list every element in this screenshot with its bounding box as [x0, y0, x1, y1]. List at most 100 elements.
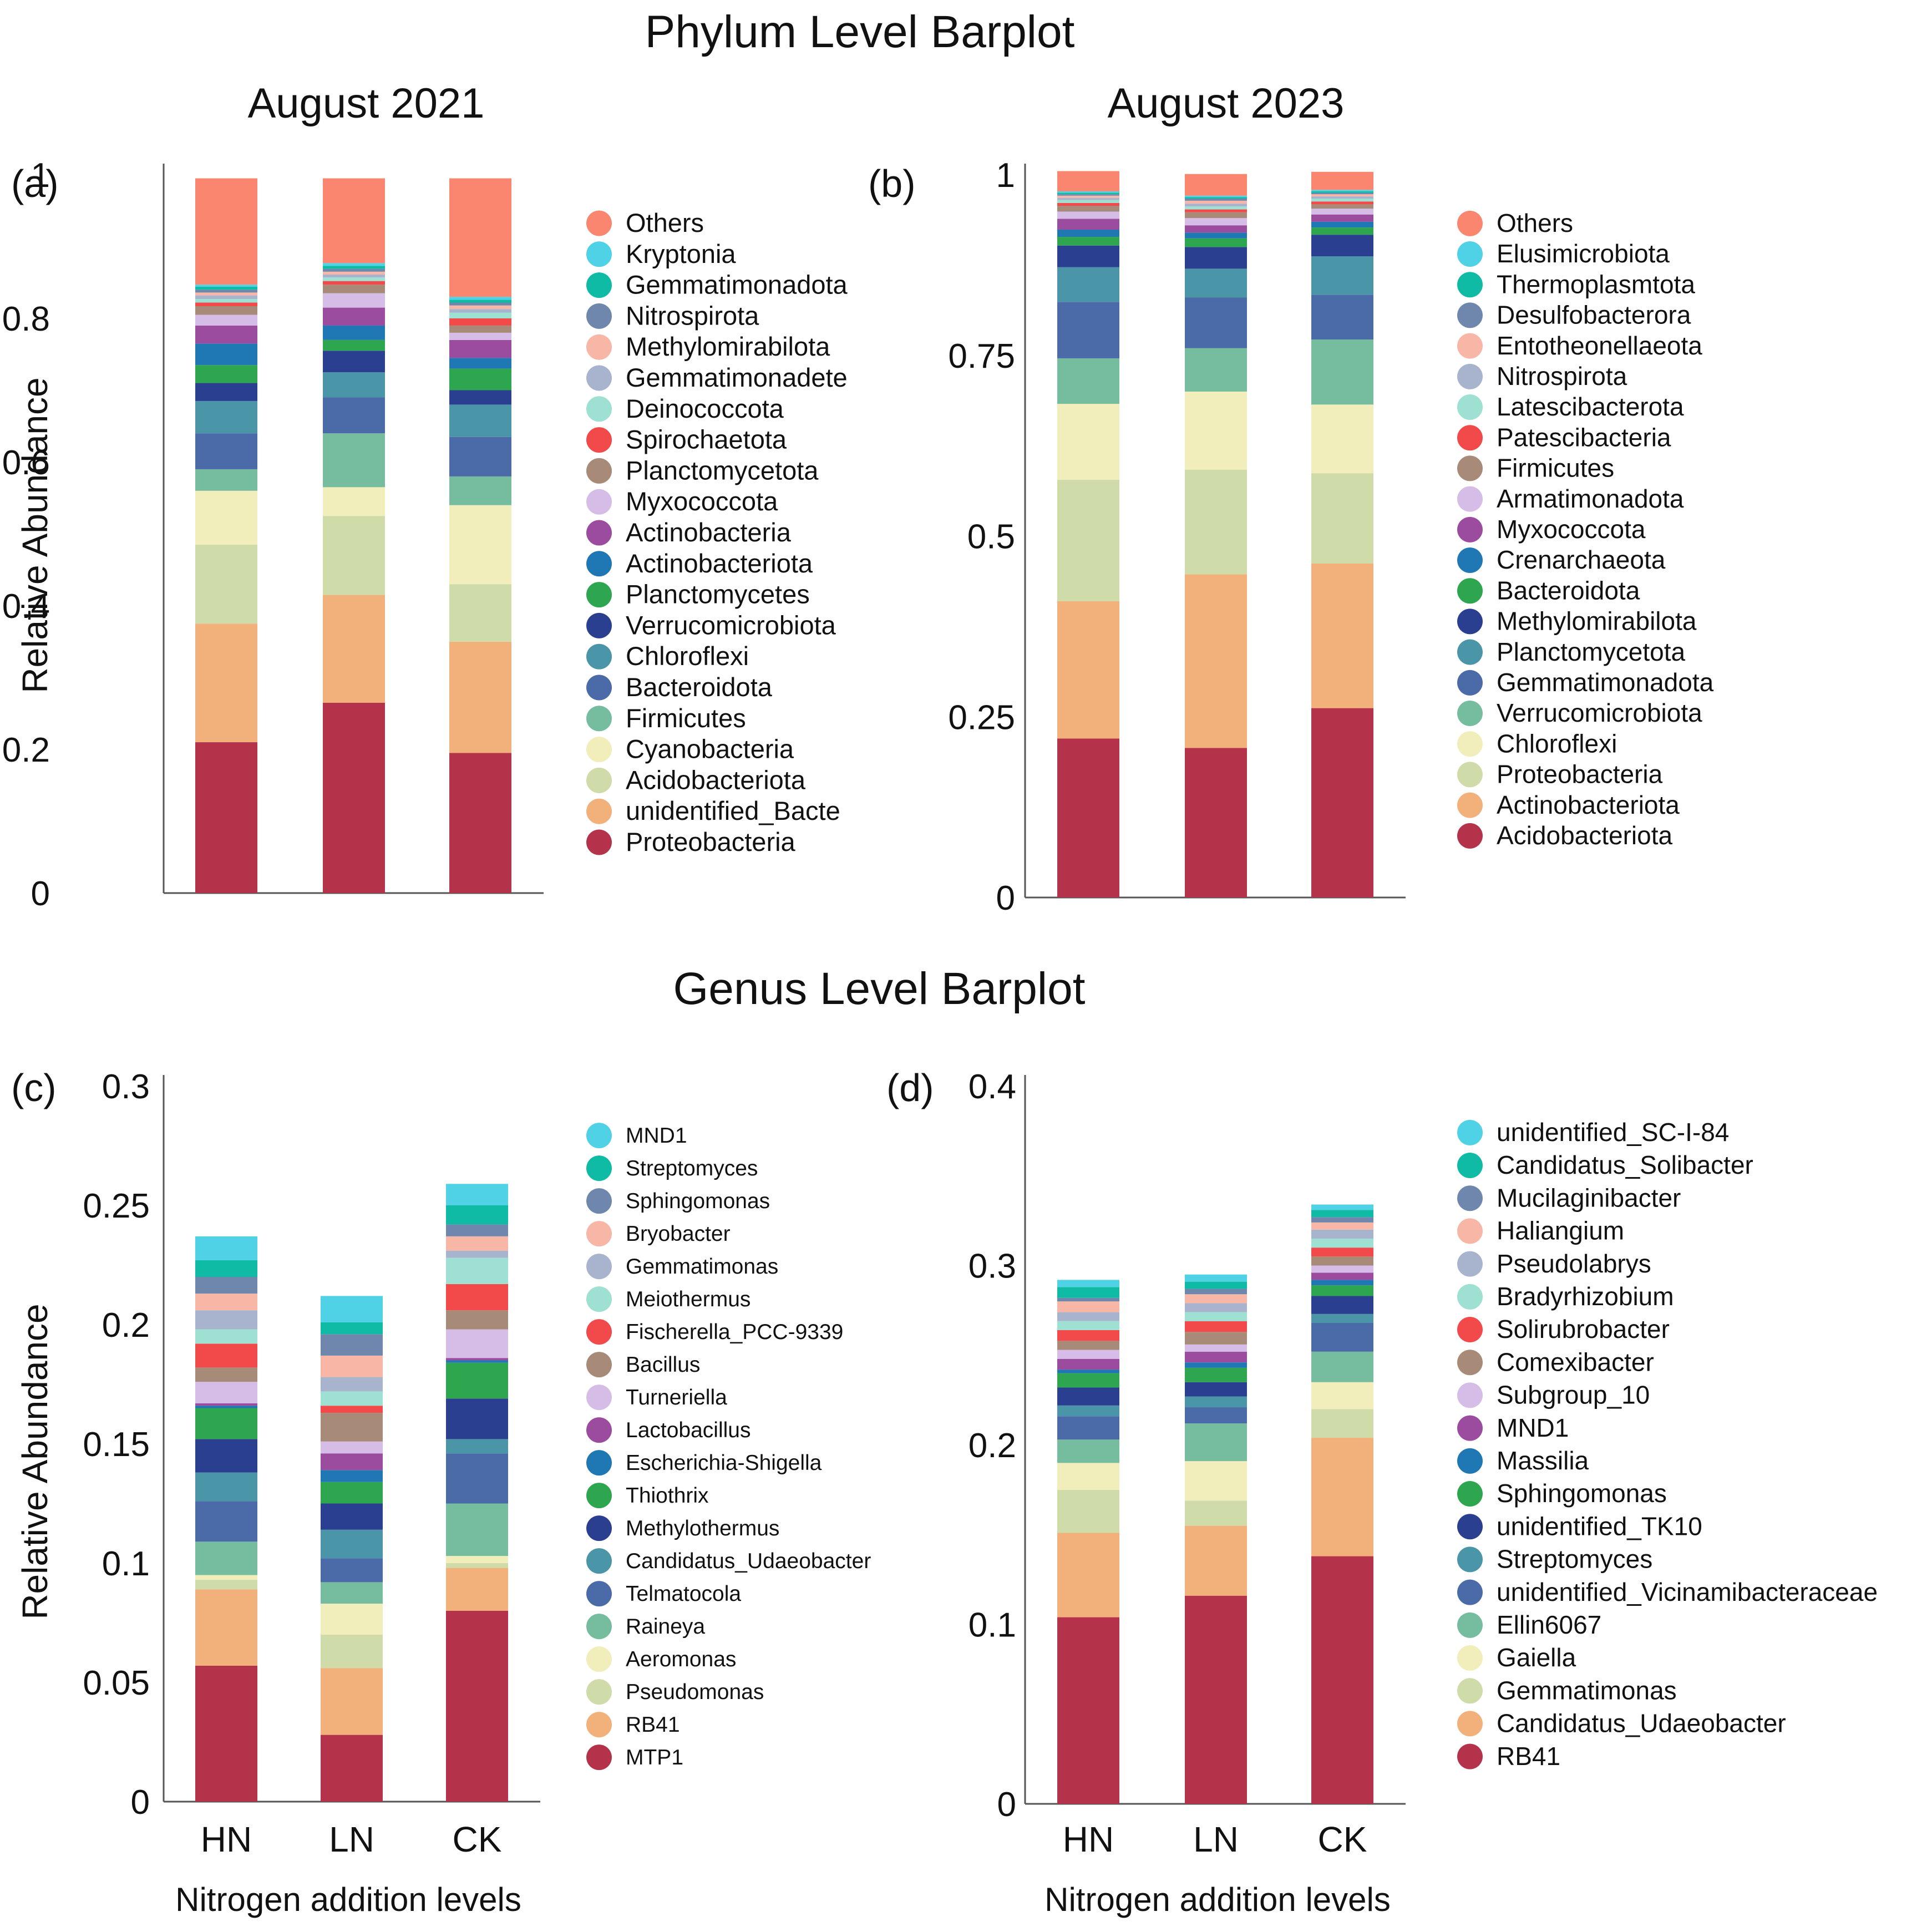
panel-label: (a)	[11, 162, 59, 205]
bar-segment	[1057, 479, 1119, 601]
legend-swatch	[586, 1483, 612, 1509]
legend-entry: Desulfobacterora	[1497, 301, 1691, 329]
bar-segment	[1185, 1423, 1247, 1462]
bar-segment	[1311, 1285, 1373, 1296]
bar-segment	[1185, 209, 1247, 212]
legend-swatch	[586, 272, 612, 298]
bar-segment	[1311, 564, 1373, 708]
bar-segment	[449, 332, 511, 340]
bar-segment	[1057, 1350, 1119, 1359]
bar-segment	[1057, 1489, 1119, 1533]
bar-segment	[1311, 256, 1373, 295]
bar-segment	[1185, 212, 1247, 219]
bar-segment	[1057, 404, 1119, 480]
bar-segment	[195, 1403, 257, 1406]
legend-swatch	[1457, 1119, 1483, 1145]
legend-swatch	[1457, 1317, 1483, 1343]
bar-segment	[1057, 1373, 1119, 1388]
bar-segment	[323, 266, 385, 269]
bar-segment	[446, 1360, 508, 1363]
y-tick-label: 0.4	[968, 1068, 1016, 1106]
legend-swatch	[1457, 639, 1483, 665]
bar-segment	[446, 1398, 508, 1439]
y-tick-label: 0.2	[102, 1306, 150, 1345]
bar-segment	[323, 281, 385, 285]
legend-entry: Verrucomicrobiota	[1497, 698, 1702, 727]
legend-swatch	[586, 1548, 612, 1574]
bar-segment	[1185, 1595, 1247, 1804]
y-tick-label: 0.2	[2, 731, 50, 769]
bar-segment	[321, 1413, 383, 1442]
legend-entry: Gemmatimonadota	[626, 270, 848, 300]
legend-swatch	[586, 210, 612, 236]
bar-segment	[195, 1575, 257, 1580]
legend-entry: Thermoplasmtota	[1497, 270, 1695, 298]
bar-segment	[323, 178, 385, 263]
bar-segment	[1311, 209, 1373, 215]
legend-swatch	[586, 1712, 612, 1738]
bar-segment	[1185, 348, 1247, 392]
bar-segment	[1057, 601, 1119, 739]
legend-entry: MND1	[1497, 1413, 1569, 1442]
legend-entry: Subgroup_10	[1497, 1381, 1650, 1409]
legend-entry: unidentified_SC-I-84	[1497, 1118, 1729, 1147]
bar-segment	[321, 1735, 383, 1802]
legend-swatch	[586, 551, 612, 577]
y-tick-label: 0.15	[83, 1426, 150, 1464]
legend-swatch	[1457, 823, 1483, 849]
legend-swatch	[586, 396, 612, 422]
bar-segment	[1311, 1556, 1373, 1804]
bar-segment	[1311, 1272, 1373, 1280]
bar-segment	[449, 641, 511, 753]
bar-segment	[321, 1482, 383, 1504]
bar-segment	[446, 1184, 508, 1205]
bar-segment	[1057, 1301, 1119, 1312]
legend-entry: Firmicutes	[1497, 454, 1614, 483]
bar-segment	[1311, 227, 1373, 235]
bar-segment	[449, 390, 511, 405]
bar-segment	[195, 306, 257, 315]
y-tick-label: 0	[997, 1786, 1016, 1824]
bar-segment	[195, 1367, 257, 1382]
bar-segment	[1057, 195, 1119, 198]
bar-segment	[1185, 1312, 1247, 1321]
bar-segment	[1311, 198, 1373, 202]
legend-swatch	[586, 334, 612, 360]
bar-segment	[1185, 225, 1247, 233]
bar-segment	[1185, 218, 1247, 226]
legend-entry: Massilia	[1497, 1446, 1589, 1475]
legend-entry: Candidatus_Udaeobacter	[1497, 1709, 1786, 1738]
y-tick-label: 0.05	[83, 1664, 150, 1702]
bar-segment	[195, 1310, 257, 1330]
panel-d-chart: (d) 0 0.1 0.2 0.3 0.4 Nitrogen addition levels…	[886, 1066, 1878, 1918]
legend-entry: Fischerella_PCC-9339	[626, 1320, 843, 1344]
bar-segment	[1185, 1367, 1247, 1382]
bar-segment	[449, 300, 511, 303]
y-axis-title: Relative Abundance	[15, 377, 55, 693]
bar-segment	[449, 505, 511, 585]
bar-segment	[323, 339, 385, 351]
bar-segment	[446, 1556, 508, 1563]
bar-segment	[195, 742, 257, 893]
bar-segment	[195, 315, 257, 326]
legend-swatch	[1457, 701, 1483, 727]
bar-segment	[1311, 190, 1373, 191]
bar-segment	[1057, 1287, 1119, 1298]
bar-segment	[446, 1439, 508, 1454]
bar-segment	[1311, 1238, 1373, 1248]
bar-segment	[321, 1453, 383, 1470]
bar-segment	[1057, 219, 1119, 230]
bar-segment	[323, 702, 385, 893]
y-tick-label: 0.2	[968, 1427, 1016, 1465]
bar-segment	[321, 1635, 383, 1669]
bar-segment	[323, 293, 385, 308]
bar-segment	[1185, 232, 1247, 239]
legend-swatch	[586, 1581, 612, 1607]
bar-segment	[195, 178, 257, 285]
legend-entry: Raineya	[626, 1615, 705, 1639]
y-tick-label: 1	[996, 156, 1015, 195]
bar-segment	[1311, 194, 1373, 197]
bar-segment	[321, 1604, 383, 1635]
y-tick-label: 0.1	[102, 1545, 150, 1583]
legend-swatch	[1457, 486, 1483, 512]
